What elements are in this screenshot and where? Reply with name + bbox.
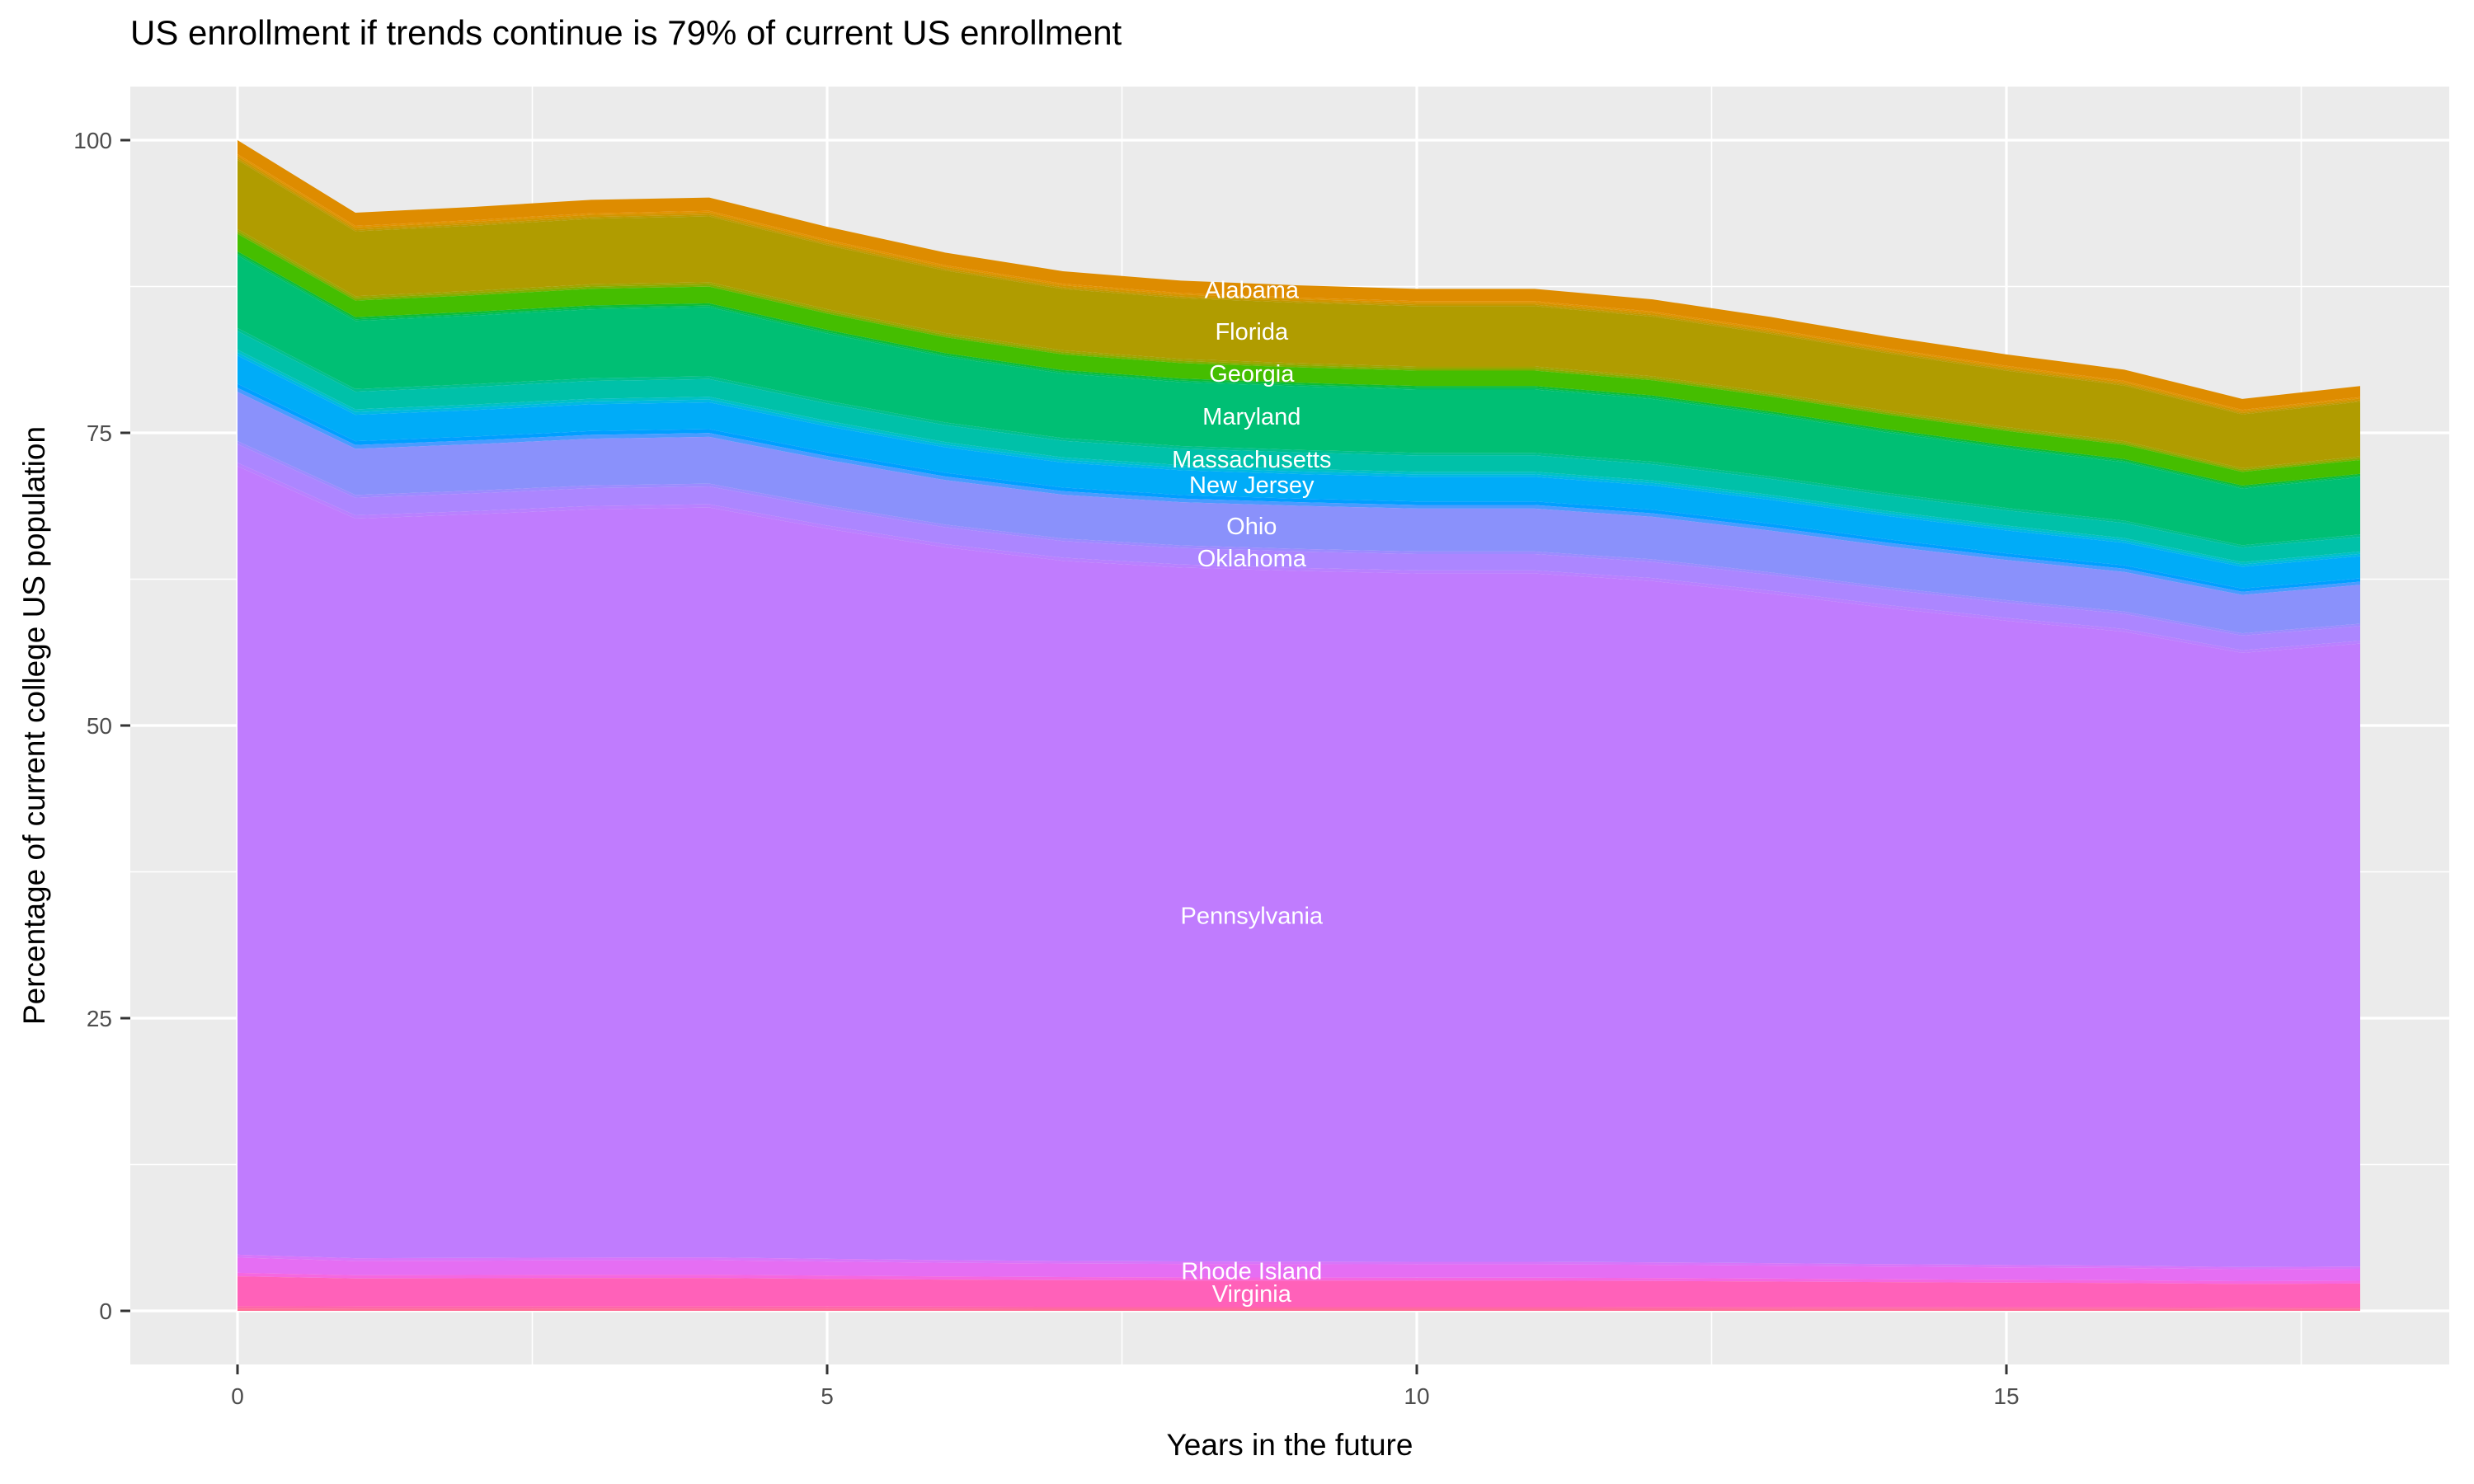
area-unlabeled-sliver	[238, 383, 2360, 592]
area-unlabeled-sliver	[238, 352, 2360, 567]
area-virginia	[238, 1276, 2360, 1308]
x-axis-tick-label: 0	[231, 1383, 244, 1409]
area-ohio	[238, 392, 2360, 634]
band-label-pennsylvania: Pennsylvania	[1181, 904, 1324, 930]
area-florida	[238, 160, 2360, 468]
y-axis-tick-label: 75	[87, 420, 112, 446]
band-label-oklahoma: Oklahoma	[1197, 546, 1307, 572]
area-unlabeled-sliver	[238, 1254, 2360, 1270]
x-axis-title: Years in the future	[1166, 1428, 1413, 1462]
area-unlabeled-sliver	[238, 463, 2360, 653]
area-unlabeled-sliver	[238, 1308, 2360, 1311]
area-unlabeled-sliver	[238, 387, 2360, 595]
area-pennsylvania	[238, 466, 2360, 1267]
area-unlabeled-sliver	[238, 440, 2360, 636]
area-georgia	[238, 233, 2360, 486]
chart-title: US enrollment if trends continue is 79% …	[130, 13, 1122, 52]
band-label-ohio: Ohio	[1226, 514, 1277, 540]
band-label-georgia: Georgia	[1209, 361, 1295, 387]
area-unlabeled-sliver	[238, 350, 2360, 565]
area-new-jersey	[238, 355, 2360, 589]
y-axis-tick-label: 25	[87, 1006, 112, 1031]
band-label-new-jersey: New Jersey	[1189, 472, 1315, 499]
area-unlabeled-sliver	[238, 1306, 2360, 1309]
y-axis-tick-label: 50	[87, 713, 112, 739]
area-unlabeled-sliver	[238, 1272, 2360, 1284]
y-axis-tick-label: 100	[73, 128, 112, 153]
band-label-florida: Florida	[1215, 319, 1289, 345]
band-label-rhode-island: Rhode Island	[1181, 1258, 1322, 1284]
band-label-massachusetts: Massachusetts	[1172, 447, 1331, 473]
x-axis-tick-label: 10	[1404, 1383, 1429, 1409]
band-label-alabama: Alabama	[1205, 277, 1300, 303]
area-oklahoma	[238, 444, 2360, 650]
band-label-virginia: Virginia	[1212, 1281, 1292, 1308]
area-rhode-island	[238, 1257, 2360, 1282]
y-axis-tick-label: 0	[99, 1298, 112, 1324]
y-axis-title: Percentage of current college US populat…	[17, 425, 51, 1026]
area-massachusetts	[238, 331, 2360, 562]
area-alabama	[238, 140, 2360, 411]
band-label-maryland: Maryland	[1202, 404, 1300, 430]
x-axis-tick-label: 15	[1993, 1383, 2019, 1409]
area-maryland	[238, 255, 2360, 546]
x-axis-tick-label: 5	[821, 1383, 834, 1409]
